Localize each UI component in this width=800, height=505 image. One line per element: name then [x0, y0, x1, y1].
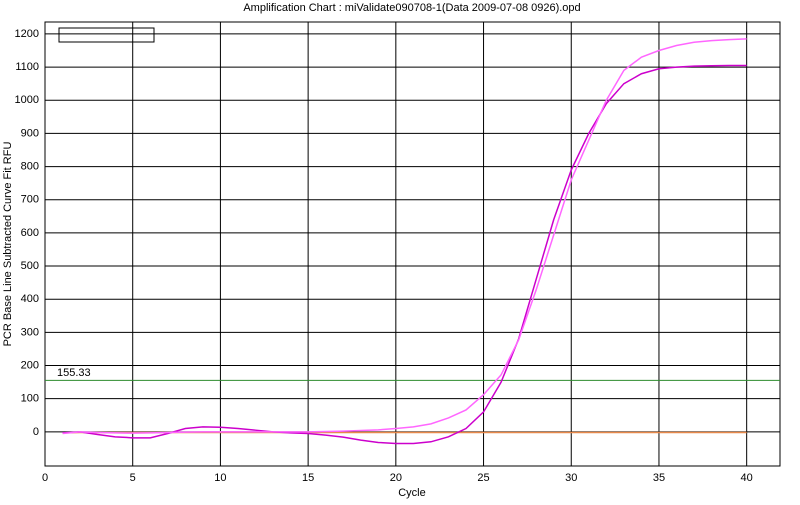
x-tick-label: 40: [741, 472, 753, 484]
y-tick-label: 300: [21, 326, 39, 338]
y-tick-label: 1200: [15, 28, 39, 40]
x-tick-label: 30: [565, 472, 577, 484]
y-tick-label: 200: [21, 359, 39, 371]
x-tick-label: 15: [302, 472, 314, 484]
y-tick-label: 0: [33, 426, 39, 438]
y-tick-label: 600: [21, 227, 39, 239]
y-tick-label: 500: [21, 260, 39, 272]
y-tick-label: 1000: [15, 94, 39, 106]
y-tick-label: 800: [21, 160, 39, 172]
y-tick-label: 400: [21, 293, 39, 305]
x-axis-label: Cycle: [398, 487, 426, 499]
x-tick-label: 35: [653, 472, 665, 484]
y-axis-label: PCR Base Line Subtracted Curve Fit RFU: [2, 142, 14, 347]
y-tick-label: 900: [21, 127, 39, 139]
x-tick-label: 25: [477, 472, 489, 484]
x-tick-label: 10: [214, 472, 226, 484]
y-tick-label: 1100: [15, 61, 39, 73]
threshold-label: 155.33: [57, 367, 91, 379]
chart-title: Amplification Chart : miValidate090708-1…: [243, 2, 580, 14]
x-tick-label: 5: [130, 472, 136, 484]
legend-box: [59, 28, 154, 42]
plot-frame: [45, 22, 780, 466]
y-tick-label: 100: [21, 393, 39, 405]
x-tick-label: 20: [390, 472, 402, 484]
x-tick-label: 0: [42, 472, 48, 484]
y-tick-label: 700: [21, 194, 39, 206]
